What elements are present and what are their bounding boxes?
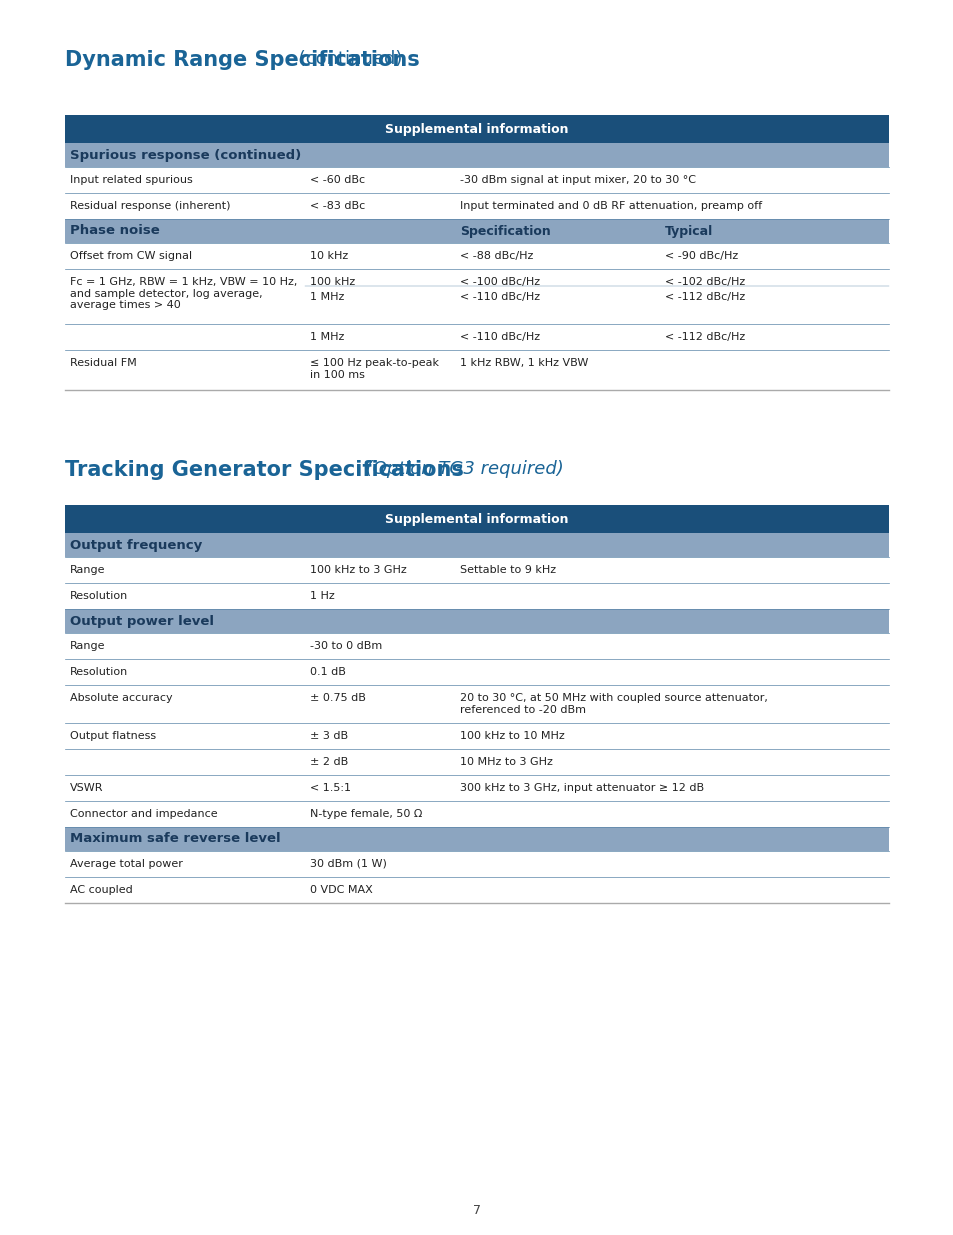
Bar	[65, 143, 888, 167]
Text: 100 kHz to 10 MHz: 100 kHz to 10 MHz	[459, 731, 564, 741]
Text: N-type female, 50 Ω: N-type female, 50 Ω	[310, 809, 422, 819]
Text: VSWR: VSWR	[70, 783, 103, 793]
Text: Input related spurious: Input related spurious	[70, 175, 193, 185]
Text: Absolute accuracy: Absolute accuracy	[70, 693, 172, 703]
Text: 20 to 30 °C, at 50 MHz with coupled source attenuator,
referenced to -20 dBm: 20 to 30 °C, at 50 MHz with coupled sour…	[459, 693, 767, 715]
Text: < -102 dBc/Hz: < -102 dBc/Hz	[664, 277, 744, 287]
Bar	[65, 609, 888, 634]
Text: < 1.5:1: < 1.5:1	[310, 783, 351, 793]
Text: Phase noise: Phase noise	[70, 225, 159, 237]
Text: 10 kHz: 10 kHz	[310, 251, 348, 261]
Text: < -112 dBc/Hz: < -112 dBc/Hz	[664, 291, 744, 303]
Text: 1 MHz: 1 MHz	[310, 332, 344, 342]
Text: < -100 dBc/Hz: < -100 dBc/Hz	[459, 277, 539, 287]
Bar	[65, 827, 888, 851]
Text: AC coupled: AC coupled	[70, 885, 132, 895]
Text: -30 dBm signal at input mixer, 20 to 30 °C: -30 dBm signal at input mixer, 20 to 30 …	[459, 175, 696, 185]
Text: Offset from CW signal: Offset from CW signal	[70, 251, 192, 261]
Text: -30 to 0 dBm: -30 to 0 dBm	[310, 641, 382, 651]
Text: < -112 dBc/Hz: < -112 dBc/Hz	[664, 332, 744, 342]
Text: < -110 dBc/Hz: < -110 dBc/Hz	[459, 332, 539, 342]
Text: Spurious response (continued): Spurious response (continued)	[70, 148, 301, 162]
Text: Specification: Specification	[459, 225, 550, 237]
Text: Supplemental information: Supplemental information	[385, 513, 568, 526]
Text: Resolution: Resolution	[70, 592, 128, 601]
Text: < -90 dBc/Hz: < -90 dBc/Hz	[664, 251, 738, 261]
Bar	[65, 534, 888, 557]
Text: Supplemental information: Supplemental information	[385, 122, 568, 136]
Text: 0 VDC MAX: 0 VDC MAX	[310, 885, 373, 895]
Text: 7: 7	[473, 1203, 480, 1216]
Text: Connector and impedance: Connector and impedance	[70, 809, 217, 819]
Text: 300 kHz to 3 GHz, input attenuator ≥ 12 dB: 300 kHz to 3 GHz, input attenuator ≥ 12 …	[459, 783, 703, 793]
Text: (continued): (continued)	[293, 49, 402, 68]
Text: ± 3 dB: ± 3 dB	[310, 731, 348, 741]
Text: 1 kHz RBW, 1 kHz VBW: 1 kHz RBW, 1 kHz VBW	[459, 358, 588, 368]
Text: Range: Range	[70, 641, 106, 651]
Text: 1 MHz: 1 MHz	[310, 291, 344, 303]
Text: Range: Range	[70, 564, 106, 576]
Text: Output power level: Output power level	[70, 615, 213, 627]
Text: 10 MHz to 3 GHz: 10 MHz to 3 GHz	[459, 757, 553, 767]
Text: ± 2 dB: ± 2 dB	[310, 757, 348, 767]
Text: < -88 dBc/Hz: < -88 dBc/Hz	[459, 251, 533, 261]
Bar	[65, 505, 888, 534]
Text: 30 dBm (1 W): 30 dBm (1 W)	[310, 860, 387, 869]
Text: ± 0.75 dB: ± 0.75 dB	[310, 693, 366, 703]
Text: (Option TG3 required): (Option TG3 required)	[359, 459, 563, 478]
Text: Resolution: Resolution	[70, 667, 128, 677]
Text: Typical: Typical	[664, 225, 713, 237]
Text: < -83 dBc: < -83 dBc	[310, 201, 365, 211]
Text: < -60 dBc: < -60 dBc	[310, 175, 365, 185]
Text: ≤ 100 Hz peak-to-peak
in 100 ms: ≤ 100 Hz peak-to-peak in 100 ms	[310, 358, 438, 379]
Text: Input terminated and 0 dB RF attenuation, preamp off: Input terminated and 0 dB RF attenuation…	[459, 201, 761, 211]
Bar	[65, 115, 888, 143]
Bar	[65, 219, 888, 243]
Text: Settable to 9 kHz: Settable to 9 kHz	[459, 564, 556, 576]
Text: Residual response (inherent): Residual response (inherent)	[70, 201, 231, 211]
Text: Output flatness: Output flatness	[70, 731, 156, 741]
Text: Output frequency: Output frequency	[70, 538, 202, 552]
Text: Fc = 1 GHz, RBW = 1 kHz, VBW = 10 Hz,
and sample detector, log average,
average : Fc = 1 GHz, RBW = 1 kHz, VBW = 10 Hz, an…	[70, 277, 297, 310]
Text: Maximum safe reverse level: Maximum safe reverse level	[70, 832, 280, 846]
Text: 0.1 dB: 0.1 dB	[310, 667, 346, 677]
Text: 100 kHz to 3 GHz: 100 kHz to 3 GHz	[310, 564, 406, 576]
Text: 100 kHz: 100 kHz	[310, 277, 355, 287]
Text: Average total power: Average total power	[70, 860, 183, 869]
Text: Dynamic Range Specifications: Dynamic Range Specifications	[65, 49, 419, 70]
Text: < -110 dBc/Hz: < -110 dBc/Hz	[459, 291, 539, 303]
Text: Tracking Generator Specifications: Tracking Generator Specifications	[65, 459, 463, 480]
Text: Residual FM: Residual FM	[70, 358, 136, 368]
Text: 1 Hz: 1 Hz	[310, 592, 335, 601]
